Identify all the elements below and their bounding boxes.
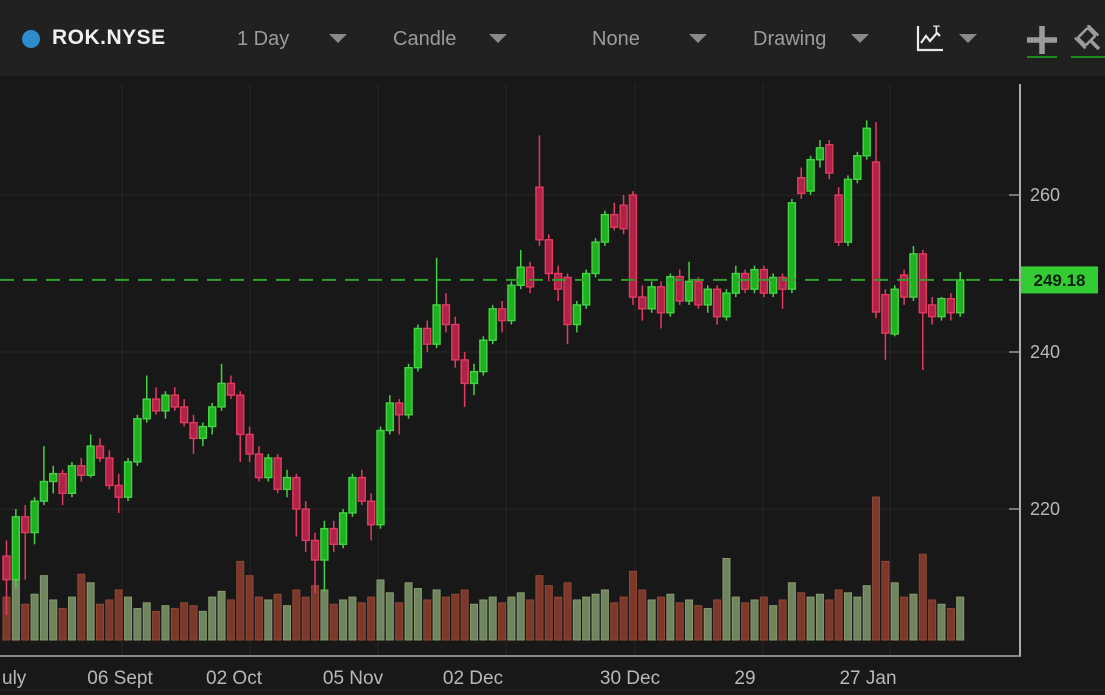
study-chart-icon[interactable]: T [913,23,947,60]
svg-text:uly: uly [2,668,27,689]
svg-text:30 Dec: 30 Dec [600,668,660,689]
plus-active-underline [1027,56,1057,58]
svg-text:240: 240 [1030,342,1060,362]
svg-text:220: 220 [1030,499,1060,519]
y-axis-labels[interactable]: 260 240 220 [1030,185,1060,519]
svg-text:27 Jan: 27 Jan [839,668,896,689]
drawing-chevron-down-icon[interactable] [851,34,869,43]
timeframe-chevron-down-icon[interactable] [329,34,347,43]
svg-text:29: 29 [734,668,755,689]
chart-toolbar: ROK.NYSE 1 Day Candle None Drawing T [0,0,1105,76]
drawing-dropdown-label[interactable]: Drawing [753,28,827,50]
gavel-active-underline [1071,56,1105,58]
volume-bars [2,496,965,641]
symbol-status-dot [22,30,40,48]
axis-frame [0,84,1105,691]
gavel-icon[interactable] [1070,24,1104,60]
chart-grid [0,84,1019,656]
last-price-tag: 249.18 [1021,266,1098,294]
timeframe-dropdown-label[interactable]: 1 Day [237,28,290,50]
svg-text:06 Sept: 06 Sept [87,668,153,689]
price-chart[interactable]: 260 240 220 uly 06 Sept 02 Oct 05 Nov 02 Dec 30… [0,76,1105,695]
symbol-label[interactable]: ROK.NYSE [52,26,166,49]
candles [2,120,965,615]
svg-text:260: 260 [1030,185,1060,205]
svg-text:T: T [933,24,940,36]
compare-chevron-down-icon[interactable] [689,34,707,43]
plus-icon[interactable] [1026,25,1058,60]
svg-text:249.18: 249.18 [1034,271,1086,290]
compare-dropdown-label[interactable]: None [592,28,640,50]
chart-type-chevron-down-icon[interactable] [489,34,507,43]
chart-type-dropdown-label[interactable]: Candle [393,28,457,50]
x-axis-labels[interactable]: uly 06 Sept 02 Oct 05 Nov 02 Dec 30 Dec 29 27 J… [2,668,897,689]
svg-text:02 Dec: 02 Dec [443,668,503,689]
study-chevron-down-icon[interactable] [959,34,977,43]
svg-text:02 Oct: 02 Oct [206,668,263,689]
svg-text:05 Nov: 05 Nov [323,668,384,689]
